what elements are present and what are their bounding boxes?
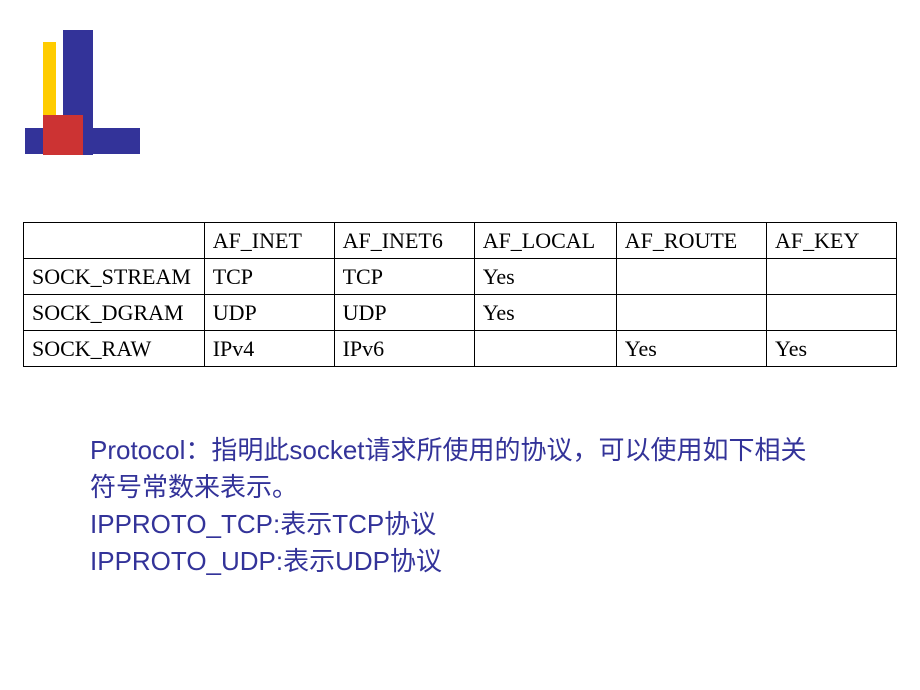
table-cell: SOCK_RAW <box>24 331 205 367</box>
table-cell: Yes <box>616 331 766 367</box>
table-cell: UDP <box>334 295 474 331</box>
table-cell: AF_LOCAL <box>474 223 616 259</box>
table-cell: AF_INET <box>204 223 334 259</box>
slide-container: AF_INET AF_INET6 AF_LOCAL AF_ROUTE AF_KE… <box>0 0 920 690</box>
table-cell: SOCK_STREAM <box>24 259 205 295</box>
desc-line-3: IPPROTO_UDP:表示UDP协议 <box>90 543 830 580</box>
table-header-row: AF_INET AF_INET6 AF_LOCAL AF_ROUTE AF_KE… <box>24 223 897 259</box>
table-cell: IPv4 <box>204 331 334 367</box>
table-cell <box>474 331 616 367</box>
table-cell: IPv6 <box>334 331 474 367</box>
table-cell: Yes <box>474 295 616 331</box>
table-cell <box>616 259 766 295</box>
table-cell: SOCK_DGRAM <box>24 295 205 331</box>
socket-family-table-wrap: AF_INET AF_INET6 AF_LOCAL AF_ROUTE AF_KE… <box>23 222 897 367</box>
table-cell: AF_KEY <box>767 223 897 259</box>
table-row: SOCK_DGRAM UDP UDP Yes <box>24 295 897 331</box>
deco-red-square <box>43 115 83 155</box>
table-cell: TCP <box>204 259 334 295</box>
table-cell <box>24 223 205 259</box>
table-row: SOCK_RAW IPv4 IPv6 Yes Yes <box>24 331 897 367</box>
table-cell: Yes <box>767 331 897 367</box>
table-cell: TCP <box>334 259 474 295</box>
table-cell <box>767 295 897 331</box>
table-cell: UDP <box>204 295 334 331</box>
table-cell: AF_INET6 <box>334 223 474 259</box>
corner-decoration <box>25 30 145 155</box>
desc-line-2: IPPROTO_TCP:表示TCP协议 <box>90 506 830 543</box>
table-row: SOCK_STREAM TCP TCP Yes <box>24 259 897 295</box>
desc-line-1: Protocol：指明此socket请求所使用的协议，可以使用如下相关符号常数来… <box>90 432 830 506</box>
table-cell <box>616 295 766 331</box>
socket-family-table: AF_INET AF_INET6 AF_LOCAL AF_ROUTE AF_KE… <box>23 222 897 367</box>
table-cell: Yes <box>474 259 616 295</box>
table-cell: AF_ROUTE <box>616 223 766 259</box>
table-cell <box>767 259 897 295</box>
protocol-description: Protocol：指明此socket请求所使用的协议，可以使用如下相关符号常数来… <box>90 432 830 580</box>
